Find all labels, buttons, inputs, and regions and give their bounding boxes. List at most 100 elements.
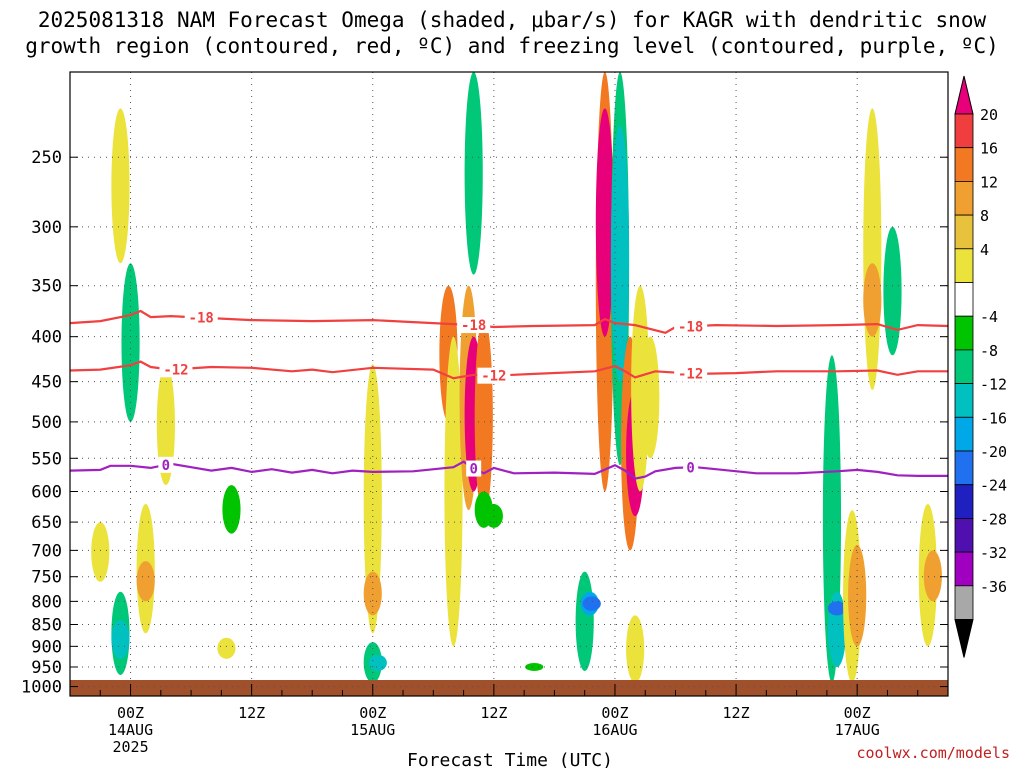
colorbar-seg-15 [954,585,974,620]
y-tick-label-1000: 1000 [21,678,62,698]
contour-label-0-2: -18 [678,319,703,335]
omega-cell-33 [641,336,660,459]
omega-cell-42 [883,226,902,356]
contour-label-bg-1-1 [477,367,511,384]
colorbar-label-12: -32 [980,544,1007,562]
ground-layer [70,680,948,696]
y-tick-label-350: 350 [31,277,62,297]
colorbar-seg-8 [954,349,974,384]
x-tick-label-3: 12Z [480,704,507,722]
omega-cell-21 [484,504,503,528]
x-axis-label: Forecast Time (UTC) [407,750,613,768]
colorbar-bottom-arrow [954,619,974,658]
colorbar: 20 16 12 8 4 -4 -8 -12 -16 -20 -24 -28 -32 -36 [954,75,1007,658]
contour-label-bg-1-0 [159,361,193,378]
contour-line-2 [69,460,948,480]
y-tick-label-900: 900 [31,637,62,657]
y-tick-label-500: 500 [31,413,62,433]
colorbar-seg-13 [954,518,974,553]
y-tick-label-450: 450 [31,373,62,393]
plot-frame [69,71,949,697]
contour-label-bg-2-1 [466,460,482,477]
colorbar-label-5: -4 [980,308,998,326]
omega-cell-8 [217,637,236,659]
omega-cell-19 [474,317,493,517]
y-tick-label-300: 300 [31,218,62,238]
contour-line-0 [69,309,949,334]
omega-cell-23 [575,571,594,671]
grid [70,72,948,696]
x-tick-label-1: 12Z [238,704,265,722]
colorbar-seg-12 [954,484,974,519]
y-axis: 2503003504004505005506006507007508008509… [21,148,948,698]
omega-cell-15 [444,336,463,647]
omega-cell-3 [111,619,130,659]
x-tick-label-5: 12Z [723,704,750,722]
x-tick-year-0: 2025 [112,738,148,756]
contour-label-0-0: -18 [189,311,214,327]
omega-cell-1 [111,108,130,264]
contour-label-bg-0-2 [674,318,708,335]
y-tick-label-850: 850 [31,616,62,636]
x-tick-label-2: 00Z [359,704,386,722]
x-tick-label-6: 00Z [844,704,871,722]
colorbar-label-8: -16 [980,409,1007,427]
contour-label-bg-2-0 [158,456,174,473]
omega-cell-9 [222,485,241,534]
colorbar-seg-1 [954,113,974,149]
omega-cell-22 [525,662,544,671]
colorbar-label-13: -36 [980,578,1007,596]
colorbar-label-3: 8 [980,207,989,225]
colorbar-seg-4 [954,214,974,250]
omega-cell-44 [923,550,942,602]
x-tick-label-0: 00Z [117,704,144,722]
omega-cell-34 [626,615,645,683]
contour-label-1-2: -12 [678,367,703,383]
y-tick-label-700: 700 [31,541,62,561]
colorbar-label-0: 20 [980,106,998,124]
omega-cell-29 [610,125,630,382]
contour-label-1-1: -12 [481,369,506,385]
colorbar-seg-6 [954,282,974,317]
contour-label-bg-2-2 [683,459,699,476]
omega-cell-6 [136,561,155,602]
omega-cell-25 [582,596,601,611]
colorbar-label-4: 4 [980,241,989,259]
colorbar-label-9: -20 [980,443,1007,461]
chart-title-line-1: 2025081318 NAM Forecast Omega (shaded, μ… [37,8,987,32]
contour-label-2-2: 0 [686,460,694,476]
y-tick-label-800: 800 [31,592,62,612]
ground-band [70,680,948,696]
contour-label-1-0: -12 [163,362,188,378]
contour-label-0-1: -18 [461,318,486,334]
colorbar-label-10: -24 [980,477,1007,495]
omega-cell-37 [827,601,847,616]
contour-label-bg-1-2 [674,365,708,382]
omega-cell-17 [464,71,483,275]
x-tick-date-2: 15AUG [350,721,395,739]
colorbar-label-1: 16 [980,140,998,158]
y-tick-label-250: 250 [31,148,62,168]
colorbar-seg-2 [954,147,974,182]
watermark: coolwx.com/models [856,744,1010,762]
colorbar-top-arrow [954,75,974,115]
omega-cell-7 [156,364,175,486]
colorbar-label-2: 12 [980,173,998,191]
colorbar-seg-9 [954,383,974,418]
x-tick-label-4: 00Z [601,704,628,722]
omega-cell-13 [368,654,387,671]
contour-label-2-0: 0 [162,458,170,474]
colorbar-label-6: -8 [980,342,998,360]
omega-cell-0 [91,522,110,582]
y-tick-label-750: 750 [31,568,62,588]
y-tick-label-400: 400 [31,328,62,348]
colorbar-seg-5 [954,248,974,283]
omega-cell-27 [595,108,614,337]
omega-cell-11 [363,571,382,616]
colorbar-seg-3 [954,180,974,216]
colorbar-seg-10 [954,416,974,452]
y-tick-label-950: 950 [31,658,62,678]
